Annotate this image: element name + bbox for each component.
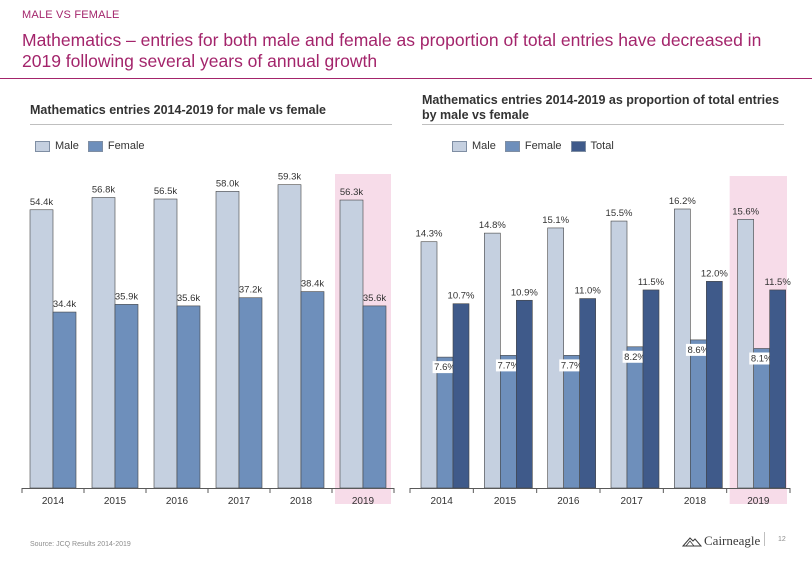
chart-2-label-bg-female-2016 bbox=[559, 359, 585, 372]
chart-2-title: Mathematics entries 2014-2019 as proport… bbox=[422, 93, 780, 122]
chart-2-label-bg-female-2015 bbox=[495, 359, 521, 372]
chart-2-data-label-female-2019: 8.1% bbox=[751, 354, 773, 365]
chart-1-x-tick-label-2019: 2019 bbox=[352, 496, 375, 507]
chart-1-x-tick-label-2014: 2014 bbox=[42, 496, 65, 507]
chart-2-x-tick-label-2017: 2017 bbox=[621, 496, 644, 507]
legend-item-total: Total bbox=[570, 140, 614, 152]
chart-2-data-label-male-2015: 14.8% bbox=[479, 220, 506, 231]
chart-1-data-label-male-2019: 56.3k bbox=[340, 187, 363, 198]
section-tag: MALE VS FEMALE bbox=[22, 9, 120, 21]
legend-swatch-female bbox=[504, 140, 520, 152]
chart-2-title-rule bbox=[422, 124, 784, 125]
legend-swatch-male bbox=[35, 140, 50, 152]
chart-2-label-bg-female-2017 bbox=[622, 350, 648, 363]
legend-item-female: Female bbox=[504, 140, 562, 152]
chart-2-data-label-total-2014: 10.7% bbox=[448, 291, 475, 302]
chart-1-data-label-male-2015: 56.8k bbox=[92, 184, 115, 195]
chart-1-data-label-male-2016: 56.5k bbox=[154, 186, 177, 197]
chart-2-x-tick-label-2014: 2014 bbox=[431, 496, 454, 507]
chart-2-x-tick-label-2016: 2016 bbox=[557, 496, 580, 507]
chart-2-data-label-female-2017: 8.2% bbox=[624, 352, 646, 363]
legend-label-male: Male bbox=[472, 140, 496, 152]
page-headline: Mathematics – entries for both male and … bbox=[22, 30, 762, 71]
legend-label-total: Total bbox=[590, 140, 614, 152]
legend-swatch-female bbox=[87, 140, 103, 152]
chart-1-data-label-male-2018: 59.3k bbox=[278, 172, 301, 183]
legend-label-male: Male bbox=[55, 140, 79, 152]
legend-swatch-total bbox=[570, 140, 586, 152]
legend-item-female: Female bbox=[87, 140, 145, 152]
chart-2-bar-total-2016 bbox=[579, 298, 596, 489]
legend-item-male: Male bbox=[35, 140, 79, 152]
chart-1-x-tick-label-2017: 2017 bbox=[228, 496, 251, 507]
chart-2-bar-male-2016 bbox=[547, 227, 564, 489]
footer-divider bbox=[764, 532, 765, 546]
source-note: Source: JCQ Results 2014-2019 bbox=[30, 541, 131, 548]
chart-1-title: Mathematics entries 2014-2019 for male v… bbox=[30, 103, 326, 117]
chart-2-label-bg-female-2014 bbox=[432, 361, 458, 374]
chart-2-bar-female-2016 bbox=[563, 355, 580, 489]
chart-2-bar-total-2019 bbox=[769, 289, 786, 489]
chart-2-data-label-total-2018: 12.0% bbox=[701, 268, 728, 279]
chart-2-data-label-female-2018: 8.6% bbox=[688, 345, 710, 356]
chart-2-data-label-male-2017: 15.5% bbox=[606, 208, 633, 219]
chart-1-data-label-male-2017: 58.0k bbox=[216, 178, 239, 189]
brand-logo: Cairneagle bbox=[682, 533, 760, 549]
chart-2-data-label-female-2014: 7.6% bbox=[434, 362, 456, 373]
mountain-icon bbox=[682, 537, 702, 547]
chart-1-data-label-male-2014: 54.4k bbox=[30, 197, 53, 208]
chart-1-data-label-female-2015: 35.9k bbox=[115, 291, 138, 302]
chart-2-bar-female-2017 bbox=[626, 346, 644, 489]
chart-2-x-tick-label-2019: 2019 bbox=[747, 496, 770, 507]
chart-1-x-tick-label-2015: 2015 bbox=[104, 496, 127, 507]
chart-2-bar-female-2015 bbox=[500, 355, 517, 489]
legend-swatch-male bbox=[452, 140, 467, 152]
chart-2-label-bg-female-2018 bbox=[685, 343, 711, 356]
chart-1-x-tick-label-2018: 2018 bbox=[290, 496, 313, 507]
chart-1-title-rule bbox=[30, 124, 392, 125]
chart-2-data-label-total-2017: 11.5% bbox=[638, 277, 665, 288]
chart-2-data-label-total-2015: 10.9% bbox=[511, 287, 538, 298]
chart-2-data-label-male-2016: 15.1% bbox=[542, 215, 569, 226]
chart-1-data-label-female-2017: 37.2k bbox=[239, 285, 262, 296]
legend-item-male: Male bbox=[452, 140, 496, 152]
brand-name: Cairneagle bbox=[704, 533, 761, 548]
header-divider bbox=[0, 78, 812, 79]
chart-1-data-label-female-2016: 35.6k bbox=[177, 293, 200, 304]
chart-1-data-label-female-2019: 35.6k bbox=[363, 293, 386, 304]
chart-2-label-bg-female-2019 bbox=[749, 352, 775, 365]
chart-2-bar-female-2018 bbox=[690, 339, 707, 489]
legend-label-female: Female bbox=[107, 140, 145, 152]
legend-label-female: Female bbox=[524, 140, 562, 152]
chart-2-bar-total-2017 bbox=[642, 289, 660, 489]
chart-1-x-tick-label-2016: 2016 bbox=[166, 496, 189, 507]
chart-2-x-tick-label-2015: 2015 bbox=[494, 496, 517, 507]
chart-2-data-label-male-2019: 15.6% bbox=[732, 206, 759, 217]
chart-2-bar-total-2015 bbox=[516, 299, 533, 489]
chart-2-bar-female-2014 bbox=[436, 356, 454, 489]
chart-2-bar-total-2014 bbox=[452, 303, 470, 489]
page-number: 12 bbox=[778, 536, 786, 543]
chart-1-legend: Male Female bbox=[35, 140, 154, 152]
chart-2-data-label-total-2019: 11.5% bbox=[765, 277, 792, 288]
chart-2-data-label-female-2016: 7.7% bbox=[561, 360, 583, 371]
chart-2-data-label-female-2015: 7.7% bbox=[498, 360, 520, 371]
chart-2-bar-total-2018 bbox=[706, 281, 723, 489]
chart-2-data-label-total-2016: 11.0% bbox=[575, 286, 602, 297]
chart-1-data-label-female-2018: 38.4k bbox=[301, 279, 324, 290]
chart-2-data-label-male-2018: 16.2% bbox=[669, 196, 696, 207]
chart-2-bar-female-2019 bbox=[753, 348, 770, 489]
chart-1-data-label-female-2014: 34.4k bbox=[53, 299, 76, 310]
chart-2-x-tick-label-2018: 2018 bbox=[684, 496, 707, 507]
chart-2-legend: Male Female Total bbox=[452, 140, 623, 152]
chart-2-data-label-male-2014: 14.3% bbox=[416, 229, 443, 240]
